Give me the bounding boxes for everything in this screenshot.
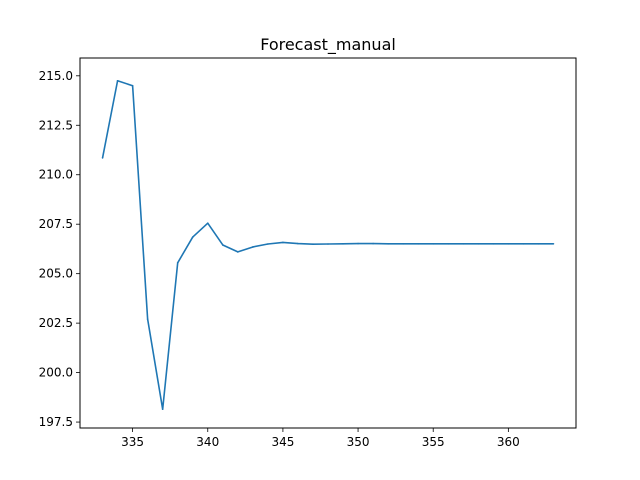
y-tick-label: 207.5 — [39, 217, 73, 231]
data-point — [101, 157, 104, 159]
y-tick-label: 212.5 — [39, 118, 73, 132]
data-point — [462, 242, 465, 245]
data-point — [372, 242, 374, 245]
plot-area — [101, 79, 555, 411]
data-point — [131, 84, 134, 87]
x-tick-label: 350 — [347, 435, 370, 449]
data-point — [387, 242, 389, 245]
data-point — [191, 236, 194, 238]
data-point — [206, 222, 209, 225]
y-tick-label: 200.0 — [39, 366, 73, 380]
data-point — [267, 243, 269, 245]
x-tick-label: 335 — [121, 435, 144, 449]
data-point — [282, 241, 284, 244]
data-point — [116, 79, 119, 82]
data-point — [146, 318, 149, 320]
x-tick-label: 345 — [271, 435, 294, 449]
data-point — [342, 242, 344, 245]
x-axis: 335 340 345 350 355 360 — [121, 428, 520, 449]
data-point — [477, 242, 480, 245]
y-tick-label: 215.0 — [39, 69, 73, 83]
axes-frame — [79, 57, 577, 429]
x-tick-label: 360 — [497, 435, 520, 449]
series-line — [101, 79, 554, 411]
y-axis: 197.5 200.0 202.5 205.0 207.5 210.0 212.5 215.0 — [39, 69, 80, 429]
data-point — [417, 242, 419, 245]
x-tick-label: 340 — [196, 435, 219, 449]
data-point — [176, 261, 179, 264]
x-tick-label: 355 — [422, 435, 445, 449]
data-point — [312, 243, 314, 245]
data-point — [432, 242, 435, 245]
y-tick-label: 205.0 — [39, 267, 73, 281]
chart-title: Forecast_manual — [260, 35, 396, 55]
data-point — [492, 242, 495, 245]
data-point — [402, 242, 404, 245]
y-tick-label: 210.0 — [39, 168, 73, 182]
data-point — [161, 408, 164, 411]
data-point — [552, 242, 555, 245]
data-point — [507, 242, 510, 245]
data-point — [537, 242, 540, 245]
data-point — [357, 242, 359, 245]
y-tick-label: 197.5 — [39, 415, 73, 429]
data-point — [327, 243, 329, 245]
y-tick-label: 202.5 — [39, 316, 73, 330]
data-point — [522, 242, 525, 245]
data-point — [221, 244, 224, 246]
data-point — [297, 242, 299, 245]
data-point — [447, 242, 450, 245]
data-point — [252, 246, 254, 248]
data-point — [237, 251, 239, 253]
